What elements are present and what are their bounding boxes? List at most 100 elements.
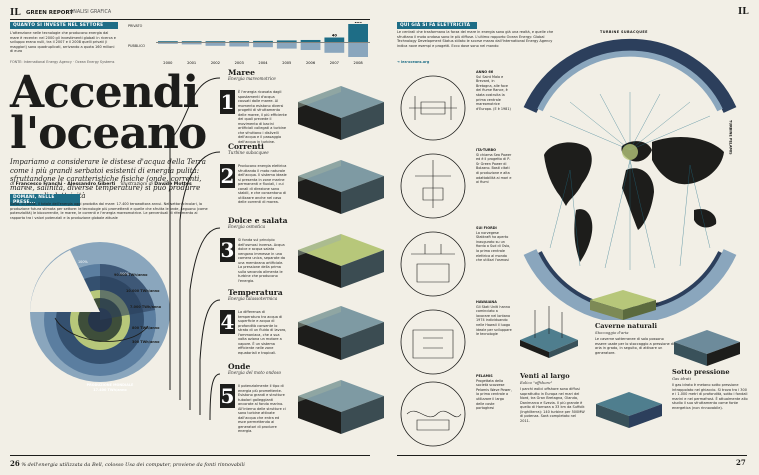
section-illustration [298,380,384,434]
bar-private [205,41,226,42]
pct-inner: 100% [78,260,88,264]
investments-source: FONTE: International Energy Agency · Oce… [10,60,115,64]
section-number: 1 [220,90,235,114]
bar-private [229,41,250,42]
section-illustration [298,160,384,214]
misc-block: Sotto pressione Gas idrati Il gas idrato… [672,368,748,410]
misc-title: Caverne naturali [595,322,657,330]
bar-private [276,40,297,42]
section-title: Temperatura [228,288,283,297]
section-number: 4 [220,310,235,334]
year-label: 2006 [306,61,316,65]
place-block: ANNO 66 Sul Saint Malo e Brevard, in Bre… [476,70,512,111]
label-10000: 10.000 TWh/anno [126,289,160,293]
legend-private: PRIVATO [128,24,143,28]
section-illustration [298,86,384,140]
misc-subtitle: Gas idrati [672,376,691,381]
connection-lines [549,92,711,270]
section-illustration [298,234,384,288]
place-body: Sul Saint Malo e Brevard, in Bretagna, a… [476,74,511,111]
subsection-label: ANALISI GRAFICA [70,10,112,16]
page-number-left: 26 [10,459,20,468]
energy-section-5: Onde Energia del moto ondoso 5 Il potenz… [220,362,390,440]
detail-circles [400,75,466,447]
place-title: SUI FIORDI [476,226,497,230]
wind-farm-illustration [520,300,578,360]
misc-title: Venti al largo [520,372,570,380]
bar-public [158,43,178,44]
bar-private [253,40,273,42]
place-block: ITA-TURBO Si chiama Sea Power ed è il pr… [476,148,512,185]
place-block: PELAMIS Progettata della società scozzes… [476,374,512,411]
misc-body: I parchi eolici offshore sono diffusi so… [520,387,585,423]
investments-body: L'attenzione nelle tecnologie che produc… [10,31,116,53]
investments-bars: 2000 2001 2002 2003 2004 2005 2006 2007 40 2008 16… [156,22,370,65]
gas-hydrate-illustration [672,330,742,366]
peak-label: 160 [354,22,362,24]
footer-rule-right [397,455,747,456]
place-body: Si chiama Sea Power ed è il progetto di … [476,152,512,185]
footer-fact: % dell'energia utilizzata da Bell, colos… [21,462,245,468]
place-title: PELAMIS [476,374,493,378]
misc-block: Venti al largo Eolico "offshore" I parch… [520,372,586,423]
year-label: 2000 [163,61,173,65]
year-label: 2008 [354,61,364,65]
section-number: 2 [220,164,235,188]
energy-section-3: Dolce e salata Energia osmotica 3 Si fon… [220,216,390,294]
magazine-logo-right: IL [738,7,749,17]
world-production-label: PRODUZIONE MONDIALE 17.400 TWh/anno [86,383,134,392]
page-title: Accendi l'oceano [10,71,207,159]
peak-label: 40 [332,34,338,38]
misc-block: Caverne naturali Stoccaggio d'aria Le ca… [595,322,675,355]
illustrations-prefix: illustrazioni di [120,182,153,187]
connector-lines [169,77,221,421]
year-label: 2007 [330,61,339,65]
page-number-right: 27 [736,458,746,467]
energy-section-2: Correnti Turbine subacquee 2 Producono e… [220,142,390,220]
illustrator: Davide Mottes [154,182,192,187]
section-title: Correnti [228,142,264,151]
misc-subtitle: Stoccaggio d'aria [595,330,629,335]
potential-circles [30,242,170,382]
section-number: 3 [220,238,235,262]
bar-public [324,43,345,53]
bar-private [158,41,178,42]
bar-public [253,43,273,48]
places-link[interactable]: ➔ iea-oceans.org [397,60,430,64]
place-block: SUI FIORDI La norvegese Statkraft ha ape… [476,226,512,263]
place-block: HAWAIANA Gli Stati Uniti hanno cominciat… [476,300,512,337]
potential-body: Sotto, in verde, il totale dell'energia … [10,202,208,220]
section-body: La differenza di temperatura tra acqua d… [238,310,287,355]
bar-public [276,43,297,49]
footer-left: 26 % dell'energia utilizzata da Bell, co… [10,459,245,468]
byline-prefix: di [10,182,15,187]
section-number: 5 [220,384,235,408]
world-map-graphic [523,38,737,320]
place-title: HAWAIANA [476,300,497,304]
energy-section-4: Temperatura Energia talassotermica 4 La … [220,288,390,366]
title-line-2: l'oceano [10,108,207,159]
connector-curve [54,317,149,342]
year-label: 2001 [187,61,196,65]
section-subtitle: Energia mareomotrice [228,76,276,81]
detail-circle-4 [400,309,466,375]
magazine-logo-left: IL [10,8,21,18]
energy-section-1: Maree Energia mareomotrice 1 È l'energia… [220,68,390,146]
investments-heading: QUANTO SI INVESTE NEL SETTORE [10,22,118,29]
byline: di Francesco Franchi · Alessandro Gibert… [10,182,210,187]
place-title: ANNO 66 [476,70,494,74]
place-body: Gli Stati Uniti hanno cominciato a lavor… [476,304,512,337]
investments-box: QUANTO SI INVESTE NEL SETTORE L'attenzio… [10,22,370,70]
bar-private [300,39,321,42]
legend-public: PUBBLICO [128,44,146,48]
section-body: Producono energia elettrica sfruttando i… [238,164,287,204]
section-body: Si fonda sul principio dell'osmosi inver… [238,238,285,283]
bar-public [348,43,368,57]
section-title: Onde [228,362,251,371]
section-title: Maree [228,68,255,77]
year-label: 2003 [235,61,244,65]
left-page-header: IL GREEN REPORT ANALISI GRAFICA [10,8,378,20]
section-subtitle: Turbine subacquee [228,150,269,155]
footer-rule-left [10,455,370,456]
section-body: Il potenzialmente il tipo di energia più… [238,384,286,433]
